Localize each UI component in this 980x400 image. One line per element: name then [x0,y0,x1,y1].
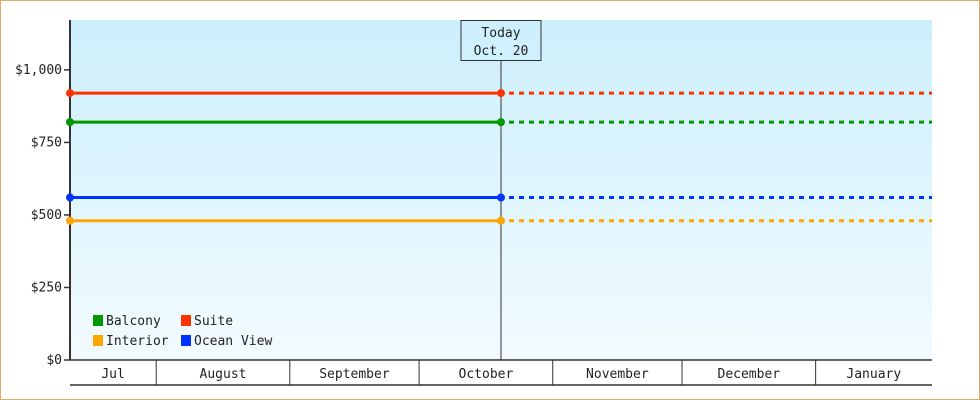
series-lines [66,89,932,225]
legend: Balcony Suite Interior Ocean View [93,314,272,349]
y-tick-label: $1,000 [15,63,62,78]
today-box [460,20,542,61]
today-marker: Today Oct. 20 [460,20,542,360]
legend-swatch [181,335,191,346]
data-point-balcony [66,118,74,127]
data-point-interior [66,216,74,225]
data-point-suite [66,89,74,98]
month-label: November [586,367,649,382]
month-label: December [718,367,781,382]
data-point-ocean-view [497,193,505,202]
legend-swatch [93,335,103,346]
month-label: September [319,367,390,382]
y-axis: $0 $250 $500 $750 $1,000 [15,20,71,368]
data-point-interior [497,216,505,225]
y-tick-label: $250 [31,280,62,295]
legend-label: Ocean View [194,334,272,349]
legend-label: Balcony [106,314,161,329]
month-label: October [459,367,514,382]
today-date: Oct. 20 [474,44,529,59]
x-axis: Jul August September October November Decembe… [70,359,932,386]
y-tick-label: $750 [31,135,62,150]
month-label: Jul [101,367,124,382]
month-label: January [846,367,901,382]
data-point-ocean-view [66,193,74,202]
today-label: Today [481,26,520,41]
month-label: August [200,367,247,382]
legend-label: Interior [106,334,169,349]
legend-swatch [93,315,103,326]
y-tick-label: $500 [31,208,62,223]
legend-label: Suite [194,314,233,329]
legend-swatch [181,315,191,326]
data-point-suite [497,89,505,98]
data-point-balcony [497,118,505,127]
y-tick-label: $0 [46,353,62,368]
